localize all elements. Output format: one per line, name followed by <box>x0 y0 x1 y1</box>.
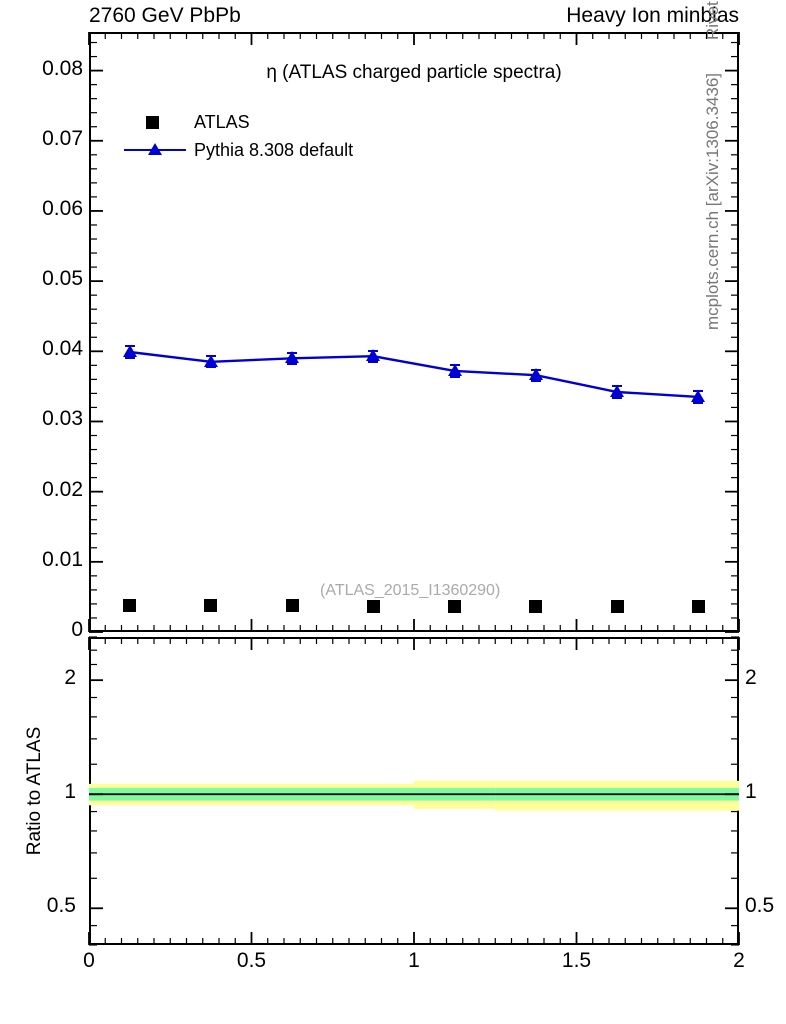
error-bar-cap <box>449 375 460 378</box>
data-point-pythia[interactable] <box>691 389 706 402</box>
legend-label-pythia: Pythia 8.308 default <box>194 139 354 160</box>
data-point-pythia[interactable] <box>285 351 300 364</box>
ratio-tick-label-left: 2 <box>64 666 76 690</box>
error-bar-cap <box>612 396 623 399</box>
blue-triangle-line-icon <box>124 140 186 160</box>
ratio-tick-label-right: 2 <box>745 666 757 690</box>
data-point-atlas[interactable] <box>448 599 462 613</box>
y-axis-tick-label: 0.07 <box>42 126 83 150</box>
data-point-atlas[interactable] <box>366 599 380 613</box>
legend-label-atlas: ATLAS <box>194 111 250 132</box>
data-point-atlas[interactable] <box>285 599 299 613</box>
black-square-icon <box>124 112 186 132</box>
data-point-pythia[interactable] <box>447 363 462 376</box>
x-axis-tick-label: 0 <box>83 949 95 972</box>
header-collision-system: 2760 GeV PbPb <box>89 4 241 27</box>
ratio-tick-label-right: 1 <box>745 780 757 804</box>
x-axis-tick-label: 1.5 <box>561 949 592 972</box>
header-event-class: Heavy Ion minbias <box>566 4 739 27</box>
analysis-watermark: (ATLAS_2015_I1360290) <box>320 582 501 599</box>
y-axis-tick-label: 0.08 <box>42 56 83 80</box>
data-point-pythia[interactable] <box>366 349 381 362</box>
y-axis-tick-label: 0.04 <box>42 337 83 361</box>
main-plot-panel <box>89 32 739 632</box>
x-axis-tick-label: 0.5 <box>236 949 267 972</box>
error-bar-cap <box>287 362 298 365</box>
y-axis-tick-label: 0.06 <box>42 196 83 220</box>
x-axis-tick-label: 1 <box>408 949 420 972</box>
data-point-atlas[interactable] <box>610 600 624 614</box>
y-axis-tick-label: 0.03 <box>42 407 83 431</box>
y-axis-tick-label: 0.02 <box>42 477 83 501</box>
data-point-pythia[interactable] <box>203 354 218 367</box>
ratio-tick-label-left: 1 <box>64 780 76 804</box>
legend-item-atlas[interactable]: ATLAS <box>124 108 353 136</box>
y-axis-tick-label: 0 <box>71 618 83 641</box>
error-bar-cap <box>693 401 704 404</box>
error-bar-cap <box>205 366 216 369</box>
error-bar-cap <box>124 356 135 359</box>
y-axis-tick-label: 0.01 <box>42 547 83 571</box>
data-point-atlas[interactable] <box>204 599 218 613</box>
plot-title: η (ATLAS charged particle spectra) <box>266 62 562 83</box>
y-axis-tick-label: 0.05 <box>42 267 83 291</box>
ratio-tick-label-left: 0.5 <box>46 894 76 918</box>
data-point-atlas[interactable] <box>529 599 543 613</box>
error-bar-cap <box>530 379 541 382</box>
data-point-pythia[interactable] <box>122 345 137 357</box>
ratio-plot-panel <box>89 637 739 945</box>
x-axis-tick-label: 2 <box>733 949 745 972</box>
legend-item-pythia[interactable]: Pythia 8.308 default <box>124 136 353 164</box>
data-point-pythia[interactable] <box>528 368 543 381</box>
legend: ATLAS Pythia 8.308 default <box>124 108 353 164</box>
data-point-pythia[interactable] <box>610 385 625 397</box>
data-point-atlas[interactable] <box>691 600 705 614</box>
error-bar-cap <box>368 360 379 363</box>
mcplots-reference-note: mcplots.cern.ch [arXiv:1306.3436] <box>703 72 722 330</box>
data-point-atlas[interactable] <box>123 599 137 613</box>
ratio-tick-label-right: 0.5 <box>745 894 775 918</box>
